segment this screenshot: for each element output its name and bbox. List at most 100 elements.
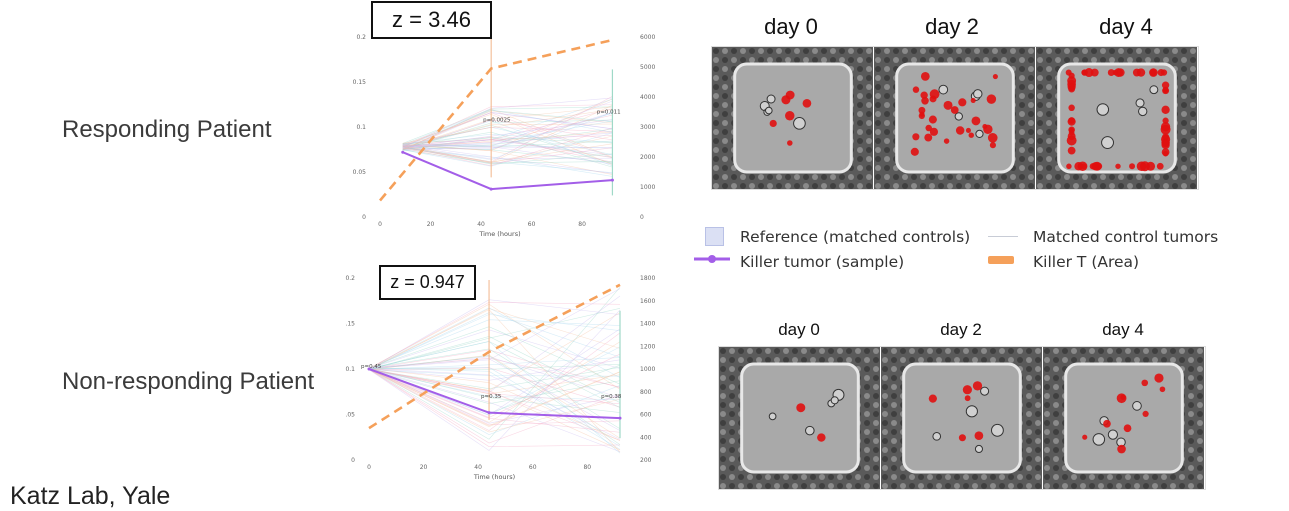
y-right-tick-label: 0 xyxy=(640,214,644,221)
well-texture-dot xyxy=(911,174,917,180)
microscopy-panel-day0 xyxy=(719,347,882,489)
well-texture-dot xyxy=(1145,48,1151,54)
well-texture-dot xyxy=(1181,165,1187,171)
x-tick-label: 0 xyxy=(378,221,382,228)
well-texture-dot xyxy=(929,174,935,180)
well-texture-dot xyxy=(1071,357,1077,363)
legend-matched-controls[interactable]: Matched control tumors xyxy=(1033,228,1219,246)
well-texture-dot xyxy=(1181,156,1187,162)
well-texture-dot xyxy=(1073,183,1079,189)
y-left-tick-label: 0.05 xyxy=(353,169,367,176)
microscopy-panel-day4 xyxy=(1036,47,1198,189)
well-texture-dot xyxy=(929,48,935,54)
t-cell xyxy=(1154,373,1164,383)
well-texture-dot xyxy=(1098,348,1104,354)
well-texture-dot xyxy=(1179,357,1185,363)
bottom-day2-label: day 2 xyxy=(940,320,982,339)
well-texture-dot xyxy=(920,57,926,63)
well-texture-dot xyxy=(873,402,879,408)
well-texture-dot xyxy=(1134,474,1140,480)
well-texture-dot xyxy=(1181,48,1187,54)
t-cell xyxy=(785,111,795,121)
t-cell xyxy=(1068,129,1075,136)
well-texture-dot xyxy=(713,174,719,180)
p-value-annotation: p=0.35 xyxy=(481,394,502,400)
well-texture-dot xyxy=(1143,348,1149,354)
well-texture-dot xyxy=(729,474,735,480)
well-texture-dot xyxy=(792,348,798,354)
well-texture-dot xyxy=(810,474,816,480)
well-texture-dot xyxy=(1053,393,1059,399)
well-texture-dot xyxy=(783,483,789,489)
well-texture-dot xyxy=(884,174,890,180)
well-texture-dot xyxy=(1017,357,1023,363)
well-texture-dot xyxy=(1082,183,1088,189)
well-texture-dot xyxy=(1170,357,1176,363)
well-texture-dot xyxy=(1046,111,1052,117)
well-texture-dot xyxy=(1017,483,1023,489)
well-texture-dot xyxy=(1190,48,1196,54)
well-texture-dot xyxy=(1001,57,1007,63)
well-texture-dot xyxy=(1073,57,1079,63)
well-texture-dot xyxy=(1089,474,1095,480)
well-texture-dot xyxy=(1107,357,1113,363)
well-texture-dot xyxy=(1188,393,1194,399)
well-texture-dot xyxy=(857,120,863,126)
well-texture-dot xyxy=(747,483,753,489)
well-texture-dot xyxy=(893,183,899,189)
well-texture-dot xyxy=(882,384,888,390)
well-texture-dot xyxy=(1190,156,1196,162)
well-texture-dot xyxy=(1163,48,1169,54)
well-texture-dot xyxy=(1089,348,1095,354)
well-texture-dot xyxy=(1190,93,1196,99)
well-texture-dot xyxy=(1181,120,1187,126)
t-cell xyxy=(1161,140,1170,150)
well-texture-dot xyxy=(891,438,897,444)
well-texture-dot xyxy=(765,483,771,489)
well-texture-dot xyxy=(927,483,933,489)
well-texture-dot xyxy=(866,165,872,171)
well-texture-dot xyxy=(1037,183,1043,189)
well-texture-dot xyxy=(1109,183,1115,189)
well-texture-dot xyxy=(810,483,816,489)
well-texture-dot xyxy=(1028,129,1034,135)
well-texture-dot xyxy=(1091,174,1097,180)
well-texture-dot xyxy=(830,48,836,54)
well-texture-dot xyxy=(848,57,854,63)
well-texture-dot xyxy=(1019,75,1025,81)
legend-killer-t[interactable]: Killer T (Area) xyxy=(1033,253,1140,271)
well-texture-dot xyxy=(1188,411,1194,417)
t-cell xyxy=(1146,161,1156,171)
y-right-tick-label: 1800 xyxy=(640,275,655,282)
t-cell xyxy=(1136,161,1147,172)
t-cell xyxy=(943,100,953,110)
well-texture-dot xyxy=(947,57,953,63)
well-texture-dot xyxy=(1145,57,1151,63)
well-texture-dot xyxy=(866,174,872,180)
well-texture-dot xyxy=(1037,48,1043,54)
well-texture-dot xyxy=(864,438,870,444)
t-cell xyxy=(1090,68,1099,77)
well-texture-dot xyxy=(1197,375,1203,381)
legend-killer-tumor[interactable]: Killer tumor (sample) xyxy=(740,253,905,271)
x-tick-label: 60 xyxy=(529,464,537,471)
t-cell xyxy=(1066,163,1072,170)
zscore-label-nonresponding: z = 0.947 xyxy=(390,272,465,292)
microscopy-panel-day0 xyxy=(712,47,875,189)
tumor-cell xyxy=(793,117,806,130)
top-day4-label: day 4 xyxy=(1099,14,1153,39)
zscore-label-responding: z = 3.46 xyxy=(392,7,471,32)
well-texture-dot xyxy=(981,348,987,354)
well-texture-dot xyxy=(1188,384,1194,390)
well-texture-dot xyxy=(1044,447,1050,453)
well-texture-dot xyxy=(857,75,863,81)
well-texture-dot xyxy=(1125,474,1131,480)
well-texture-dot xyxy=(873,465,879,471)
well-texture-dot xyxy=(1026,456,1032,462)
tumor-cell xyxy=(1096,103,1110,116)
well-texture-dot xyxy=(828,474,834,480)
well-texture-dot xyxy=(1053,348,1059,354)
well-texture-dot xyxy=(909,483,915,489)
legend-reference[interactable]: Reference (matched controls) xyxy=(740,228,971,246)
well-texture-dot xyxy=(1188,366,1194,372)
